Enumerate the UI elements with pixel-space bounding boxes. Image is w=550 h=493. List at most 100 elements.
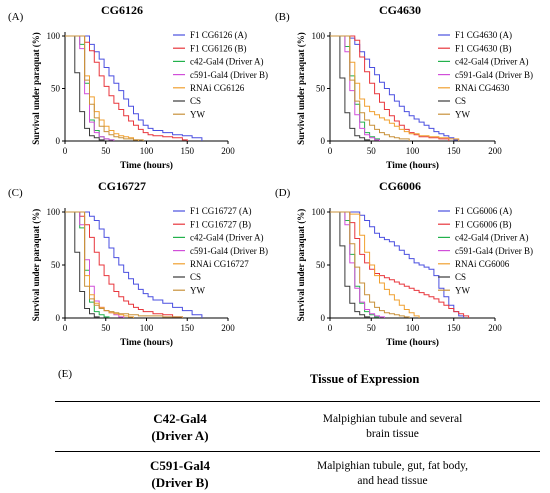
x-tick-label: 0 <box>328 146 333 156</box>
driver-name: C42-Gal4 <box>153 411 207 426</box>
legend-entry: c591-Gal4 (Driver B) <box>190 246 268 256</box>
x-tick-label: 200 <box>488 146 502 156</box>
x-tick-label: 50 <box>367 146 377 156</box>
legend-entry: F1 CG6126 (B) <box>190 43 247 53</box>
series-line-7 <box>330 35 410 141</box>
tissue-text: brain tissue <box>366 428 419 440</box>
legend-entry: CS <box>190 96 201 106</box>
table-header: Tissue of Expression <box>310 372 420 386</box>
panel-label: (D) <box>275 187 291 199</box>
legend-entry: F1 CG4630 (B) <box>455 43 512 53</box>
series-line-7 <box>65 211 183 318</box>
x-tick-label: 150 <box>447 146 461 156</box>
chart-title: CG6126 <box>101 3 143 17</box>
series-line-7 <box>65 35 144 141</box>
series-line-4 <box>65 35 115 141</box>
panel-label: (B) <box>275 11 290 23</box>
legend-entry: CS <box>190 272 201 282</box>
legend-entry: RNAi CG4630 <box>455 83 510 93</box>
x-tick-label: 50 <box>101 323 111 333</box>
series-line-2 <box>65 35 188 141</box>
x-axis-label: Time (hours) <box>120 337 173 348</box>
y-tick-label: 50 <box>51 260 61 270</box>
x-tick-label: 100 <box>140 146 154 156</box>
legend-entry: F1 CG6126 (A) <box>190 30 247 40</box>
series-line-6 <box>330 35 371 141</box>
y-axis-label: Survival under paraquat (%) <box>31 209 41 322</box>
chart-title: CG4630 <box>379 3 421 17</box>
series-line-6 <box>330 211 371 318</box>
legend-entry: YW <box>455 285 470 295</box>
legend-entry: YW <box>190 285 205 295</box>
x-tick-label: 0 <box>63 146 68 156</box>
series-line-1 <box>65 211 203 318</box>
x-tick-label: 50 <box>101 146 111 156</box>
series-line-7 <box>330 211 410 318</box>
y-tick-label: 50 <box>51 84 61 94</box>
legend-entry: c42-Gal4 (Driver A) <box>455 233 528 243</box>
legend-entry: c591-Gal4 (Driver B) <box>455 70 533 80</box>
series-line-1 <box>65 35 203 141</box>
legend-entry: F1 CG6006 (A) <box>455 206 512 216</box>
legend-entry: c591-Gal4 (Driver B) <box>455 246 533 256</box>
tissue-text: Malpighian tubule and several <box>322 413 463 425</box>
tissue-text: Malpighian tubule, gut, fat body, <box>317 460 468 472</box>
legend-entry: F1 CG6006 (B) <box>455 219 512 229</box>
series-line-2 <box>65 211 183 318</box>
x-tick-label: 0 <box>328 323 333 333</box>
y-tick-label: 0 <box>56 313 61 323</box>
table-row-driver-a: C42-Gal4 (Driver A) <box>90 410 270 444</box>
y-axis-label: Survival under paraquat (%) <box>296 209 306 322</box>
x-axis-label: Time (hours) <box>120 160 173 171</box>
panel-label: (C) <box>8 187 23 199</box>
panel-label: (A) <box>8 11 24 23</box>
x-tick-label: 200 <box>221 146 235 156</box>
y-tick-label: 100 <box>47 31 61 41</box>
legend-entry: CS <box>455 96 466 106</box>
panel-label-e: (E) <box>58 368 73 380</box>
driver-label: (Driver B) <box>151 475 209 490</box>
legend-entry: RNAi CG16727 <box>190 259 249 269</box>
table-row-tissue-b: Malpighian tubule, gut, fat body, and he… <box>285 459 500 489</box>
legend-entry: CS <box>455 272 466 282</box>
y-tick-label: 100 <box>47 207 61 217</box>
legend-entry: F1 CG16727 (A) <box>190 206 252 216</box>
table-row-driver-b: C591-Gal4 (Driver B) <box>90 457 270 491</box>
y-tick-label: 50 <box>316 260 326 270</box>
y-tick-label: 0 <box>321 136 326 146</box>
y-axis-label: Survival under paraquat (%) <box>31 32 41 145</box>
legend-entry: F1 CG16727 (B) <box>190 219 251 229</box>
series-line-2 <box>330 35 450 141</box>
x-tick-label: 200 <box>488 323 502 333</box>
y-tick-label: 100 <box>312 31 326 41</box>
x-axis-label: Time (hours) <box>386 160 439 171</box>
table-rule-middle <box>55 451 540 452</box>
series-line-4 <box>330 211 385 318</box>
y-tick-label: 100 <box>312 207 326 217</box>
y-tick-label: 50 <box>316 84 326 94</box>
series-line-6 <box>65 35 105 141</box>
series-line-4 <box>330 35 380 141</box>
legend-entry: c591-Gal4 (Driver B) <box>190 70 268 80</box>
driver-name: C591-Gal4 <box>150 458 210 473</box>
series-line-2 <box>330 211 470 318</box>
series-line-1 <box>330 211 465 318</box>
series-line-5 <box>330 211 420 318</box>
driver-label: (Driver A) <box>151 428 209 443</box>
x-tick-label: 150 <box>181 146 195 156</box>
legend-entry: RNAi CG6006 <box>455 259 510 269</box>
legend-entry: c42-Gal4 (Driver A) <box>190 57 263 67</box>
x-tick-label: 100 <box>140 323 154 333</box>
chart-panel-b: (B) CG4630 0 50 100 150 200 0 50 100 Time (hours) S… <box>275 3 533 171</box>
legend-entry: F1 CG4630 (A) <box>455 30 512 40</box>
x-tick-label: 100 <box>406 146 420 156</box>
x-tick-label: 100 <box>406 323 420 333</box>
x-axis-label: Time (hours) <box>386 337 439 348</box>
legend-entry: YW <box>190 109 205 119</box>
y-tick-label: 0 <box>321 313 326 323</box>
legend-entry: YW <box>455 109 470 119</box>
x-tick-label: 50 <box>367 323 377 333</box>
table-row-tissue-a: Malpighian tubule and several brain tiss… <box>285 412 500 442</box>
chart-panel-a: (A) CG6126 0 50 100 150 200 0 50 100 Time (hours) S… <box>8 3 268 171</box>
y-tick-label: 0 <box>56 136 61 146</box>
